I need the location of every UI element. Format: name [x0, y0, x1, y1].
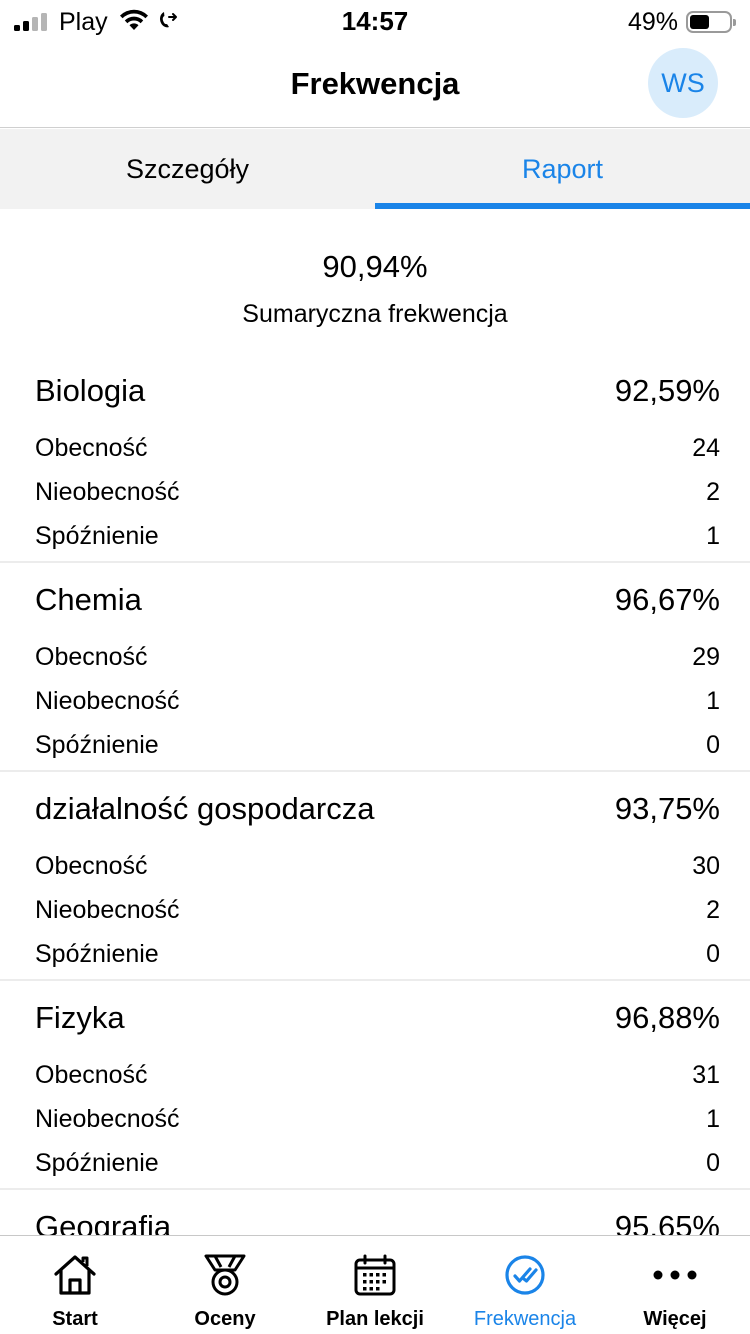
stat-row-presence: Obecność 30 — [35, 844, 720, 888]
stat-value: 24 — [692, 433, 720, 462]
stat-label: Obecność — [35, 433, 148, 462]
stat-label: Obecność — [35, 851, 148, 880]
subject-card: Chemia 96,67% Obecność 29 Nieobecność 1 … — [0, 563, 750, 772]
tab-details[interactable]: Szczegóły — [125, 153, 250, 184]
subject-name: Geografia — [35, 1209, 172, 1235]
stat-row-late: Spóźnienie 0 — [35, 932, 720, 976]
stat-value: 0 — [706, 730, 720, 759]
subject-card: Biologia 92,59% Obecność 24 Nieobecność … — [0, 354, 750, 563]
nav-label: Start — [52, 1308, 98, 1330]
stat-value: 1 — [706, 1104, 720, 1133]
nav-grades[interactable]: Oceny — [150, 1236, 300, 1334]
carrier-name: Play — [59, 7, 108, 36]
subject-name: Chemia — [35, 582, 142, 617]
stat-value: 30 — [692, 851, 720, 880]
nav-timetable[interactable]: Plan lekcji — [300, 1236, 450, 1334]
subject-card: działalność gospodarcza 93,75% Obecność … — [0, 772, 750, 981]
stat-label: Nieobecność — [35, 477, 180, 506]
stat-value: 31 — [692, 1060, 720, 1089]
subject-card: Fizyka 96,88% Obecność 31 Nieobecność 1 … — [0, 981, 750, 1190]
stat-label: Obecność — [35, 642, 148, 671]
stat-label: Spóźnienie — [35, 1148, 159, 1177]
stat-label: Nieobecność — [35, 686, 180, 715]
stat-row-absence: Nieobecność 1 — [35, 679, 720, 723]
subject-percent: 92,59% — [614, 373, 720, 408]
stat-row-absence: Nieobecność 2 — [35, 470, 720, 514]
stat-value: 2 — [706, 477, 720, 506]
stat-row-absence: Nieobecność 2 — [35, 888, 720, 932]
more-icon — [652, 1252, 698, 1298]
stat-value: 1 — [706, 521, 720, 550]
stat-value: 0 — [706, 939, 720, 968]
stat-label: Nieobecność — [35, 895, 180, 924]
stat-label: Obecność — [35, 1060, 148, 1089]
subject-percent: 95,65% — [614, 1209, 720, 1235]
tab-bar: Szczegóły Raport — [0, 129, 750, 209]
subject-card: Geografia 95,65% — [0, 1190, 750, 1235]
stat-row-late: Spóźnienie 0 — [35, 1141, 720, 1185]
nav-start[interactable]: Start — [0, 1236, 150, 1334]
stat-label: Spóźnienie — [35, 939, 159, 968]
stat-row-presence: Obecność 29 — [35, 635, 720, 679]
status-left: Play — [14, 8, 178, 36]
stat-label: Nieobecność — [35, 1104, 180, 1133]
status-right: 49% — [627, 7, 736, 36]
stat-value: 0 — [706, 1148, 720, 1177]
subject-percent: 96,88% — [614, 1000, 720, 1035]
subject-name: Biologia — [35, 373, 146, 408]
stat-value: 2 — [706, 895, 720, 924]
stat-row-presence: Obecność 24 — [35, 426, 720, 470]
wifi-icon — [118, 8, 150, 37]
subject-percent: 93,75% — [614, 791, 720, 826]
status-time: 14:57 — [341, 6, 409, 36]
medal-icon — [202, 1252, 248, 1298]
home-icon — [52, 1252, 98, 1298]
nav-label: Frekwencja — [473, 1308, 577, 1330]
nav-label: Plan lekcji — [326, 1308, 424, 1330]
stat-row-presence: Obecność 31 — [35, 1053, 720, 1097]
subject-name: działalność gospodarcza — [35, 791, 375, 826]
nav-attendance[interactable]: Frekwencja — [450, 1236, 600, 1334]
battery-icon — [686, 11, 736, 33]
stat-row-absence: Nieobecność 1 — [35, 1097, 720, 1141]
stat-row-late: Spóźnienie 0 — [35, 723, 720, 767]
avatar[interactable]: WS — [648, 48, 718, 118]
nav-label: Więcej — [643, 1308, 707, 1330]
nav-label: Oceny — [194, 1308, 256, 1330]
stat-label: Spóźnienie — [35, 730, 159, 759]
signal-icon — [14, 13, 50, 31]
page-title: Frekwencja — [290, 66, 460, 101]
tab-report[interactable]: Raport — [375, 129, 750, 209]
subject-name: Fizyka — [35, 1000, 125, 1035]
subject-list[interactable]: Biologia 92,59% Obecność 24 Nieobecność … — [0, 354, 750, 1235]
summary-percent: 90,94% — [322, 249, 428, 284]
stat-value: 29 — [692, 642, 720, 671]
status-bar: Play 14:57 49% — [0, 0, 750, 44]
subject-percent: 96,67% — [614, 582, 720, 617]
header: Frekwencja WS — [0, 44, 750, 128]
check-circle-icon — [502, 1252, 548, 1298]
battery-percent: 49% — [627, 7, 678, 36]
attendance-summary: 90,94% Sumaryczna frekwencja — [0, 209, 750, 354]
bottom-nav: Start Oceny Plan l — [0, 1235, 750, 1334]
stat-value: 1 — [706, 686, 720, 715]
stat-row-late: Spóźnienie 1 — [35, 514, 720, 558]
call-forward-icon — [156, 9, 178, 36]
nav-more[interactable]: Więcej — [600, 1236, 750, 1334]
stat-label: Spóźnienie — [35, 521, 159, 550]
calendar-icon — [352, 1252, 398, 1298]
summary-label: Sumaryczna frekwencja — [242, 300, 508, 328]
battery-fill — [690, 15, 709, 29]
